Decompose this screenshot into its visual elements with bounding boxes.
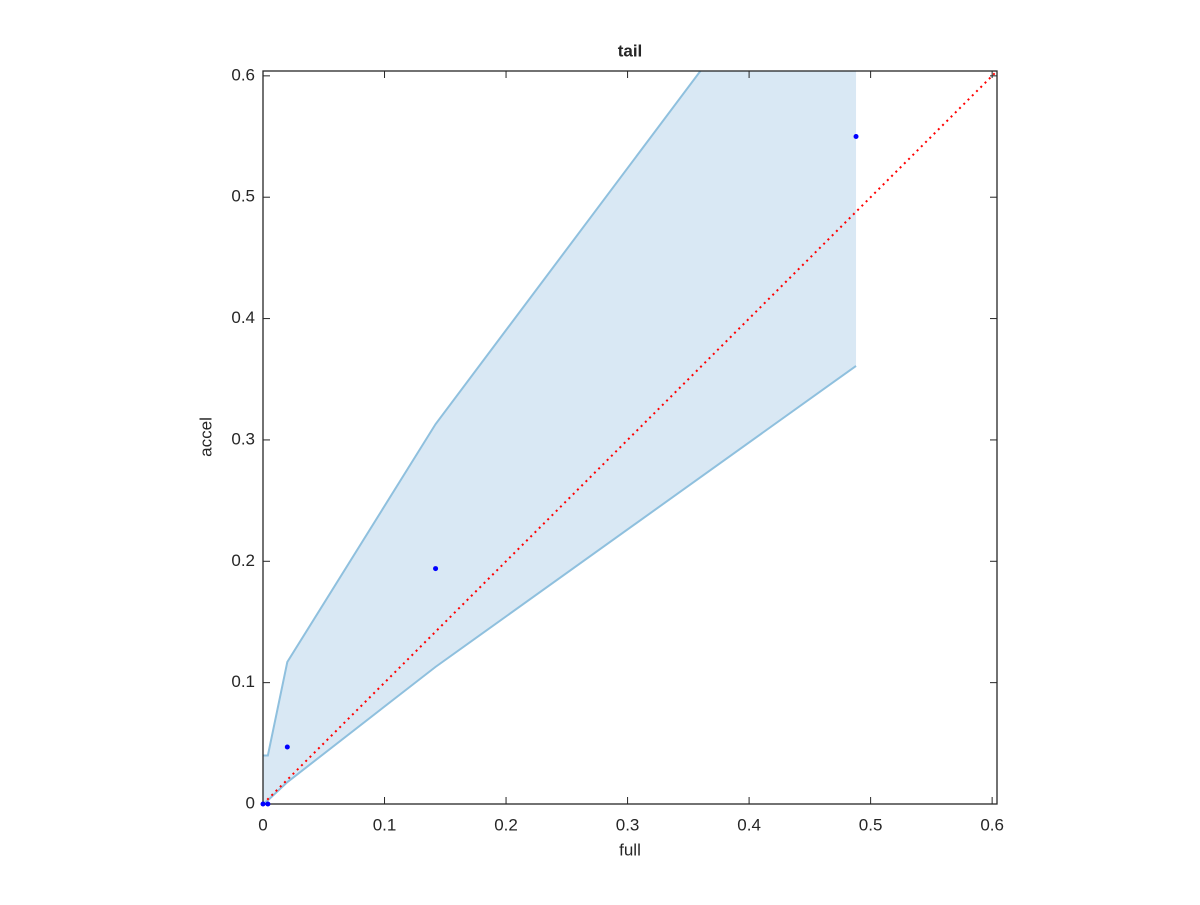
x-tick-label: 0.2 [494, 815, 518, 834]
point [260, 801, 266, 807]
y-tick-label: 0.1 [231, 672, 255, 691]
x-tick-label: 0.4 [737, 815, 761, 834]
x-tick-label: 0.1 [373, 815, 397, 834]
band-fill [263, 71, 857, 804]
y-axis-label: accel [196, 417, 215, 457]
identity-line [262, 70, 998, 805]
axes-box [262, 70, 998, 805]
x-tick-label: 0.5 [859, 815, 883, 834]
x-tick-label: 0.3 [616, 815, 640, 834]
band-edge [263, 365, 857, 804]
point [433, 566, 439, 572]
y-tick-label: 0.3 [231, 429, 255, 448]
x-tick-label: 0 [258, 815, 267, 834]
point [265, 801, 271, 807]
x-tick-label: 0.6 [980, 815, 1004, 834]
x-axis-label: full [619, 840, 641, 859]
band-edge [263, 71, 702, 757]
y-tick-label: 0.6 [231, 65, 255, 84]
y-tick-label: 0 [246, 793, 255, 812]
chart-title: tail [618, 41, 643, 60]
point [853, 134, 859, 140]
y-tick-label: 0.2 [231, 551, 255, 570]
y-tick-label: 0.4 [231, 308, 255, 327]
y-tick-label: 0.5 [231, 187, 255, 206]
point [284, 744, 290, 750]
